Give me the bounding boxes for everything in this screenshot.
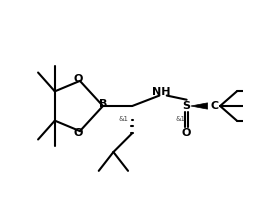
Text: C: C: [211, 101, 219, 111]
Text: B: B: [99, 99, 107, 109]
Text: O: O: [73, 74, 83, 84]
Text: &1: &1: [119, 116, 129, 121]
Text: NH: NH: [152, 87, 171, 97]
Text: O: O: [182, 128, 191, 138]
Text: &1: &1: [175, 116, 185, 121]
Text: S: S: [183, 101, 191, 111]
Polygon shape: [191, 103, 207, 109]
Text: O: O: [73, 128, 83, 138]
